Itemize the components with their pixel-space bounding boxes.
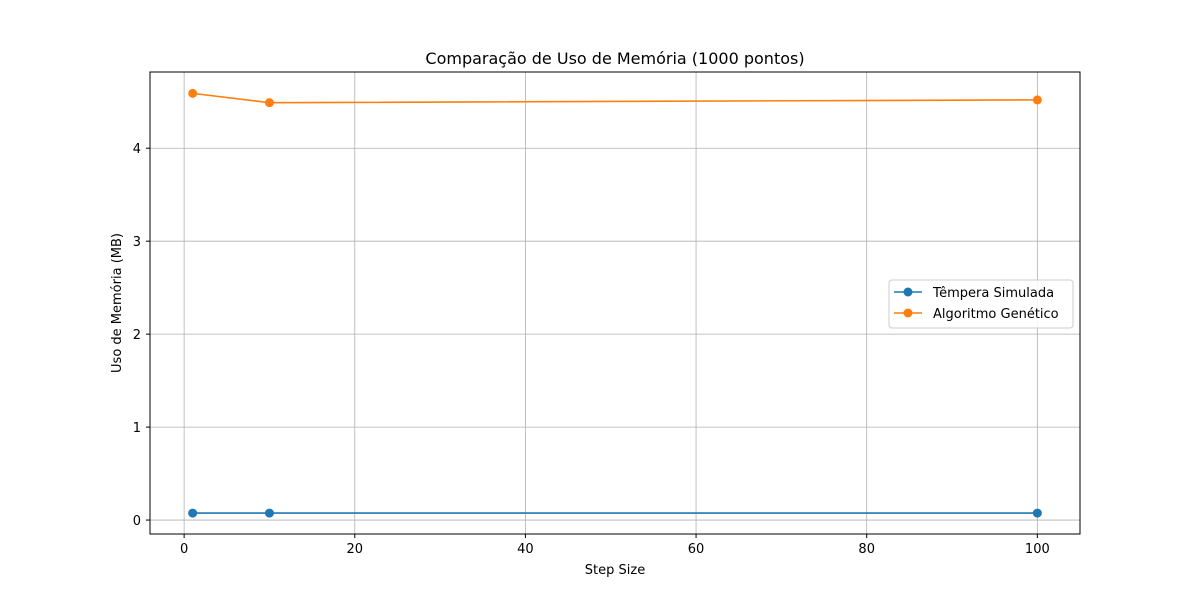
chart-title: Comparação de Uso de Memória (1000 ponto… bbox=[425, 49, 804, 68]
x-tick-label: 40 bbox=[517, 542, 534, 557]
x-tick-label: 60 bbox=[688, 542, 705, 557]
series-1 bbox=[188, 88, 1042, 108]
x-tick-label: 100 bbox=[1025, 542, 1050, 557]
series-layer bbox=[188, 88, 1042, 518]
legend-label-genetico: Algoritmo Genético bbox=[933, 307, 1059, 322]
x-tick-label: 20 bbox=[346, 542, 363, 557]
y-tick-label: 1 bbox=[133, 421, 141, 436]
legend-marker-tempera bbox=[903, 287, 913, 297]
x-axis-label: Step Size bbox=[585, 563, 645, 578]
grid bbox=[150, 72, 1080, 534]
y-axis-ticks: 0 1 2 3 4 bbox=[133, 142, 150, 529]
y-tick-label: 4 bbox=[133, 142, 141, 157]
legend-marker-genetico bbox=[903, 308, 913, 318]
x-axis-ticks: 0 20 40 60 80 100 bbox=[180, 534, 1050, 557]
data-point bbox=[188, 88, 198, 98]
y-axis-label: Uso de Memória (MB) bbox=[110, 233, 125, 373]
legend-box bbox=[888, 279, 1074, 329]
x-tick-label: 80 bbox=[858, 542, 875, 557]
legend: Têmpera Simulada Algoritmo Genético bbox=[888, 279, 1074, 329]
data-point bbox=[188, 508, 198, 518]
y-tick-label: 3 bbox=[133, 235, 141, 250]
data-point bbox=[1032, 95, 1042, 105]
legend-label-tempera: Têmpera Simulada bbox=[932, 286, 1054, 301]
x-tick-label: 0 bbox=[180, 542, 188, 557]
y-tick-label: 0 bbox=[133, 514, 141, 529]
data-point bbox=[264, 98, 274, 108]
series-0 bbox=[188, 508, 1042, 518]
y-tick-label: 2 bbox=[133, 328, 141, 343]
data-point bbox=[264, 508, 274, 518]
data-point bbox=[1032, 508, 1042, 518]
plot-frame bbox=[149, 71, 1081, 535]
